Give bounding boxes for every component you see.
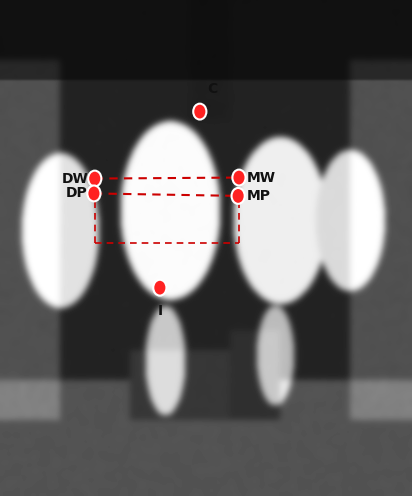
- Text: MW: MW: [246, 171, 275, 185]
- Text: C: C: [207, 82, 218, 96]
- Text: DP: DP: [66, 186, 88, 200]
- Text: I: I: [157, 304, 162, 317]
- Circle shape: [88, 171, 101, 186]
- Text: DW: DW: [62, 172, 89, 186]
- Circle shape: [87, 186, 101, 201]
- Circle shape: [232, 170, 246, 186]
- Text: MP: MP: [247, 189, 271, 203]
- Circle shape: [193, 104, 206, 120]
- Circle shape: [232, 188, 245, 204]
- Circle shape: [153, 280, 166, 296]
